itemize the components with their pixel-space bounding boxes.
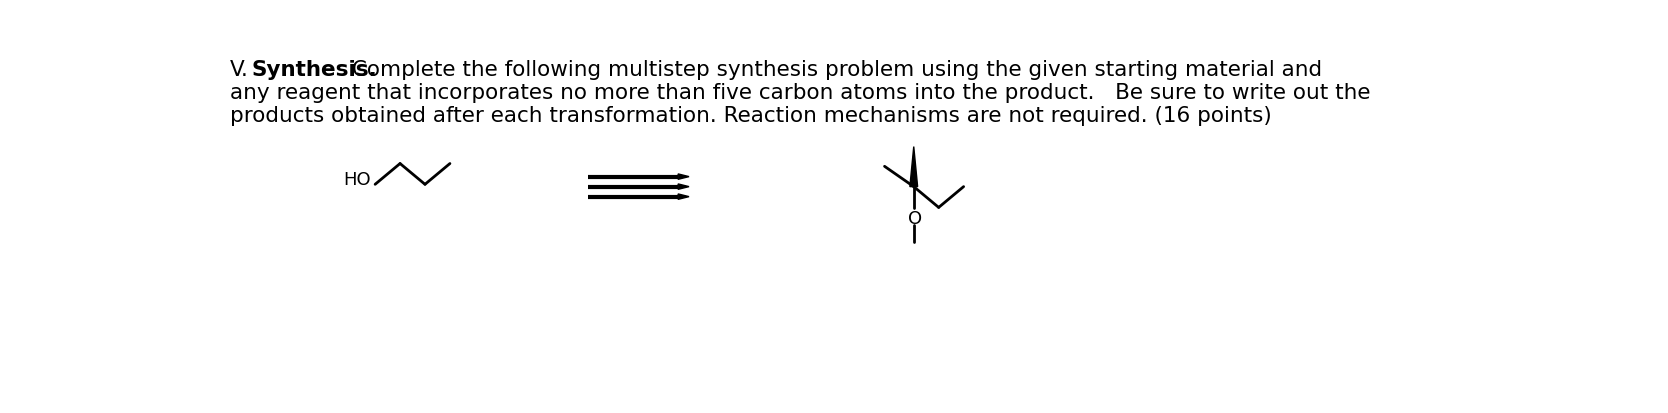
Text: HO: HO bbox=[344, 171, 372, 189]
Polygon shape bbox=[679, 194, 689, 199]
Text: Complete the following multistep synthesis problem using the given starting mate: Complete the following multistep synthes… bbox=[345, 59, 1323, 80]
Text: V.: V. bbox=[230, 59, 249, 80]
Text: O: O bbox=[907, 210, 922, 228]
Polygon shape bbox=[909, 147, 917, 187]
Text: any reagent that incorporates no more than five carbon atoms into the product.  : any reagent that incorporates no more th… bbox=[230, 83, 1371, 103]
Polygon shape bbox=[679, 184, 689, 189]
Polygon shape bbox=[679, 174, 689, 179]
Text: Synthesis.: Synthesis. bbox=[252, 59, 377, 80]
Text: products obtained after each transformation. Reaction mechanisms are not require: products obtained after each transformat… bbox=[230, 106, 1273, 126]
